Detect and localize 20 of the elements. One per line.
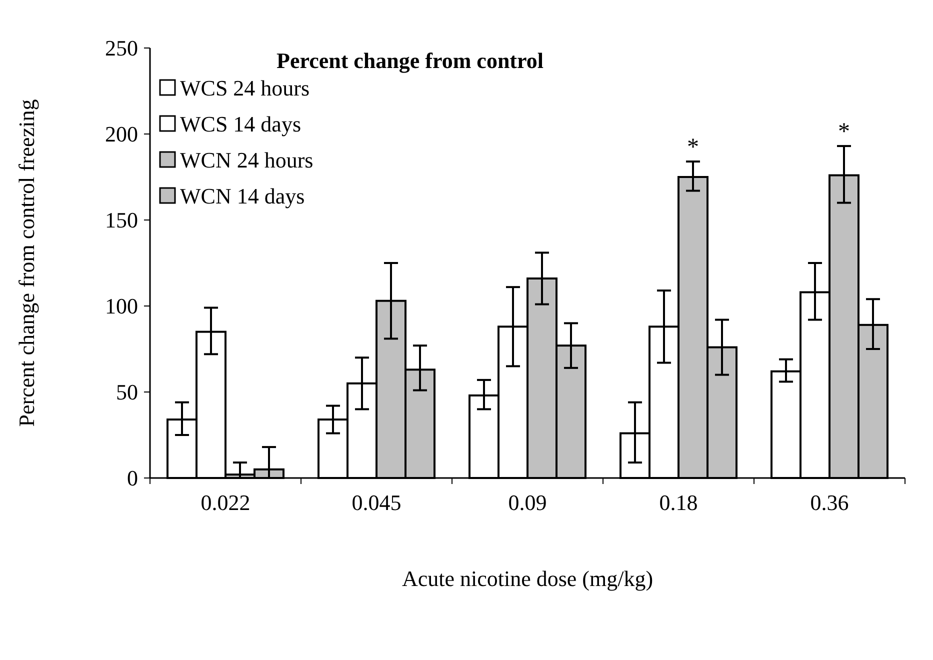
x-tick-label: 0.36 [810, 490, 849, 515]
legend-label: WCS 14 days [180, 112, 301, 137]
x-tick-label: 0.09 [508, 490, 547, 515]
y-tick-label: 0 [127, 466, 138, 491]
chart-title: Percent change from control [276, 48, 544, 73]
y-axis-title: Percent change from control freezing [14, 99, 39, 427]
y-tick-label: 50 [116, 380, 138, 405]
annotation: * [838, 118, 850, 145]
y-tick-label: 150 [105, 208, 138, 233]
legend-label: WCN 24 hours [180, 148, 314, 173]
y-tick-label: 200 [105, 122, 138, 147]
x-tick-label: 0.022 [200, 490, 250, 515]
x-tick-label: 0.18 [659, 490, 698, 515]
annotation: * [687, 134, 699, 160]
x-axis-title: Acute nicotine dose (mg/kg) [402, 566, 654, 591]
y-tick-label: 250 [105, 36, 138, 61]
legend-label: WCN 14 days [180, 184, 305, 209]
legend-label: WCS 24 hours [180, 76, 310, 101]
y-tick-label: 100 [105, 294, 138, 319]
x-tick-label: 0.045 [352, 490, 402, 515]
